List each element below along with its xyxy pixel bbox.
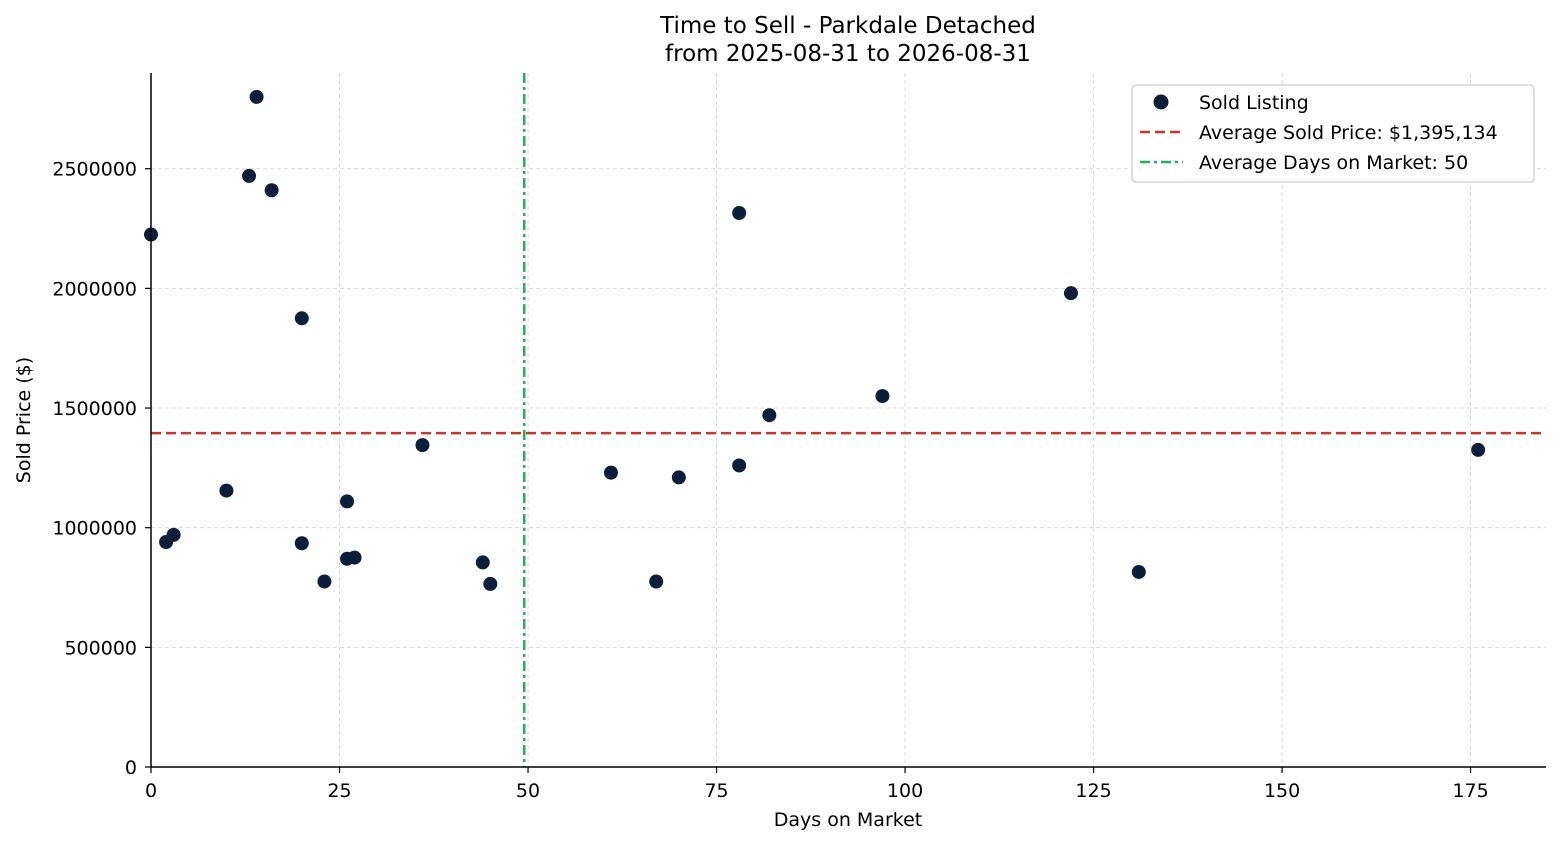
y-tick-label: 2500000 bbox=[52, 159, 137, 181]
data-point bbox=[762, 408, 777, 423]
data-point bbox=[294, 536, 309, 551]
data-point bbox=[317, 574, 332, 589]
chart-title: Time to Sell - Parkdale Detached bbox=[659, 13, 1036, 39]
data-point bbox=[1471, 442, 1486, 457]
data-point bbox=[603, 465, 618, 480]
data-point bbox=[347, 550, 362, 565]
x-tick-label: 100 bbox=[887, 780, 923, 802]
axes bbox=[150, 73, 1546, 768]
data-point bbox=[732, 458, 747, 473]
data-point bbox=[1063, 286, 1078, 301]
data-point bbox=[294, 311, 309, 326]
legend-label-average-price: Average Sold Price: $1,395,134 bbox=[1199, 122, 1498, 144]
legend: Sold Listing Average Sold Price: $1,395,… bbox=[1131, 84, 1535, 183]
data-point bbox=[264, 183, 279, 198]
x-tick-label: 50 bbox=[516, 780, 540, 802]
data-point bbox=[483, 576, 498, 591]
data-point bbox=[219, 483, 234, 498]
data-point bbox=[875, 389, 890, 404]
x-tick-label: 75 bbox=[704, 780, 728, 802]
data-point bbox=[671, 470, 686, 485]
legend-label-sold-listing: Sold Listing bbox=[1199, 92, 1309, 114]
y-tick-label: 1500000 bbox=[52, 398, 137, 420]
data-point bbox=[732, 205, 747, 220]
y-tick-label: 0 bbox=[125, 757, 137, 779]
y-tick-label: 2000000 bbox=[52, 278, 137, 300]
y-axis-label: Sold Price ($) bbox=[13, 357, 35, 483]
legend-box bbox=[1131, 84, 1535, 183]
y-tick-label: 1000000 bbox=[52, 518, 137, 540]
data-point bbox=[340, 494, 355, 509]
x-tick-label: 150 bbox=[1264, 780, 1300, 802]
data-point bbox=[166, 527, 181, 542]
x-tick-label: 0 bbox=[145, 780, 157, 802]
y-tick-label: 500000 bbox=[64, 637, 137, 659]
x-tick-label: 25 bbox=[327, 780, 351, 802]
tick-labels: 0 25 50 75 100 125 150 175 0 500000 1000000 1500000… bbox=[52, 159, 1488, 802]
data-points bbox=[144, 89, 1486, 591]
x-tick-label: 175 bbox=[1452, 780, 1488, 802]
data-point bbox=[249, 89, 264, 104]
legend-label-average-days: Average Days on Market: 50 bbox=[1199, 152, 1468, 174]
chart-subtitle: from 2025-08-31 to 2026-08-31 bbox=[665, 41, 1031, 67]
data-point bbox=[475, 555, 490, 570]
x-axis-label: Days on Market bbox=[774, 809, 922, 831]
data-point bbox=[1131, 564, 1146, 579]
data-point bbox=[242, 168, 257, 183]
data-point bbox=[649, 574, 664, 589]
reference-lines bbox=[151, 73, 1546, 767]
x-tick-label: 125 bbox=[1075, 780, 1111, 802]
grid-layer bbox=[151, 73, 1546, 767]
legend-marker-sold-listing bbox=[1153, 94, 1169, 110]
data-point bbox=[415, 438, 430, 453]
